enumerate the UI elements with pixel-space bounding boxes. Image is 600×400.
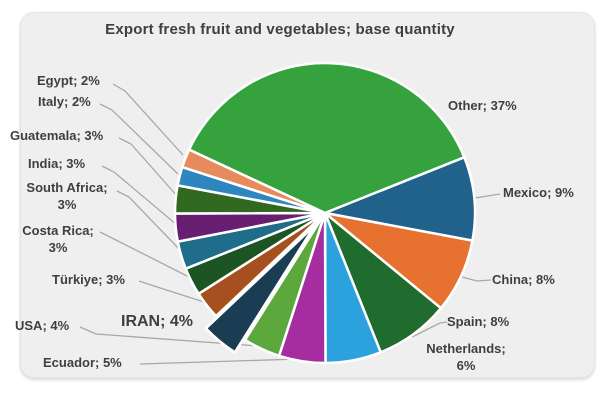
slice-label-text: USA; 4% — [15, 318, 70, 333]
pie-slice-other[interactable] — [187, 61, 466, 215]
slice-label-usa: USA; 4% — [15, 317, 69, 334]
slice-label-other: Other; 37% — [448, 97, 517, 114]
slice-label-iran: IRAN; 4% — [121, 312, 193, 331]
slice-label-egypt: Egypt; 2% — [37, 72, 100, 89]
slice-label-text: IRAN; 4% — [121, 313, 194, 330]
slice-label-text: 6% — [456, 358, 476, 373]
slice-label-text: Guatemala; 3% — [10, 128, 104, 143]
slice-label-india: India; 3% — [28, 155, 85, 172]
leader-line-costa-rica — [99, 231, 194, 280]
slice-label-t-rkiye: Türkiye; 3% — [52, 271, 125, 288]
slice-label-spain: Spain; 8% — [447, 313, 509, 330]
slice-label-text: China; 8% — [492, 272, 555, 287]
leader-line-ecuador — [139, 358, 300, 365]
slice-label-italy: Italy; 2% — [38, 93, 91, 110]
slice-label-text: South Africa; — [26, 180, 108, 195]
slice-label-netherlands: Netherlands; 6% — [408, 340, 524, 374]
slice-label-text: Netherlands; — [426, 341, 506, 356]
slice-label-china: China; 8% — [492, 271, 555, 288]
slice-label-text: India; 3% — [28, 156, 86, 171]
leader-line-t-rkiye — [138, 280, 208, 304]
slice-label-text: Egypt; 2% — [37, 73, 100, 88]
slice-label-text: Other; 37% — [448, 98, 517, 113]
slice-label-ecuador: Ecuador; 5% — [43, 354, 122, 371]
slice-label-text: Italy; 2% — [38, 94, 91, 109]
slice-label-text: Mexico; 9% — [503, 185, 574, 200]
chart-title: Export fresh fruit and vegetables; base … — [105, 21, 455, 38]
slice-label-text: Ecuador; 5% — [43, 355, 122, 370]
pie-slice-usa[interactable] — [243, 211, 327, 358]
slice-label-south-africa: South Africa; 3% — [12, 179, 122, 213]
leader-line-italy — [99, 103, 179, 175]
slice-label-text: Türkiye; 3% — [52, 272, 125, 287]
leader-line-egypt — [112, 83, 184, 156]
leader-line-mexico — [474, 193, 501, 199]
leader-line-usa — [79, 326, 259, 347]
slice-label-mexico: Mexico; 9% — [503, 184, 574, 201]
slice-label-text: 3% — [57, 197, 77, 212]
slice-label-costa-rica: Costa Rica; 3% — [8, 222, 108, 256]
slice-label-text: Costa Rica; — [22, 223, 94, 238]
leader-line-india — [101, 165, 178, 226]
leader-line-guatemala — [118, 137, 179, 198]
leader-line-south-africa — [116, 190, 183, 253]
slice-label-text: Spain; 8% — [447, 314, 510, 329]
slice-label-guatemala: Guatemala; 3% — [10, 127, 103, 144]
slice-label-text: 3% — [48, 240, 68, 255]
pie-slice-egypt[interactable] — [180, 148, 327, 215]
leader-line-china — [461, 276, 492, 282]
leader-line-spain — [411, 321, 448, 338]
pie-slice-iran[interactable] — [204, 224, 317, 354]
